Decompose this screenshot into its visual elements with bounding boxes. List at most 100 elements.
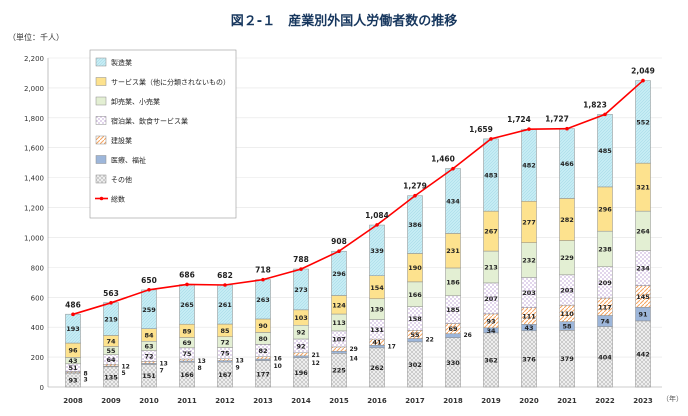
data-label: 131 — [370, 326, 384, 334]
x-tick-label: 2014 — [291, 397, 311, 405]
total-label: 650 — [141, 276, 157, 285]
data-label: 190 — [408, 264, 422, 272]
data-label: 85 — [220, 327, 230, 335]
data-label: 64 — [106, 356, 116, 364]
data-label: 442 — [636, 350, 650, 358]
data-label: 34 — [486, 327, 496, 335]
data-label: 58 — [562, 322, 572, 330]
data-label: 107 — [332, 335, 346, 343]
data-label: 93 — [486, 317, 495, 325]
bar-segment — [255, 356, 271, 360]
total-line — [72, 79, 644, 316]
bar-segment — [407, 338, 423, 343]
data-label: 151 — [142, 372, 156, 380]
total-label: 682 — [217, 271, 233, 280]
x-tick-label: 2013 — [253, 397, 273, 405]
data-label: 207 — [484, 295, 498, 303]
y-tick-label: 1,000 — [24, 234, 44, 242]
total-label: 2,049 — [631, 67, 655, 76]
data-label: 196 — [294, 369, 308, 377]
data-label: 74 — [600, 318, 610, 326]
total-label: 486 — [65, 300, 81, 309]
data-label: 273 — [294, 286, 308, 294]
data-label: 209 — [598, 279, 612, 287]
total-point — [337, 249, 341, 254]
legend-marker — [99, 196, 104, 201]
data-label: 93 — [68, 377, 77, 385]
data-label: 43 — [68, 357, 77, 365]
data-label: 82 — [258, 347, 267, 355]
data-label: 362 — [484, 356, 498, 364]
data-label: 111 — [522, 313, 536, 321]
data-label: 72 — [220, 339, 229, 347]
data-label: 213 — [484, 263, 498, 271]
total-point — [565, 126, 569, 131]
legend-label: 宿泊業、飲食サービス業 — [111, 117, 188, 126]
data-label: 92 — [296, 342, 305, 350]
bar-segment — [331, 346, 347, 352]
y-axis-unit: （単位：千人） — [8, 33, 64, 42]
data-label: 51 — [68, 364, 78, 372]
y-tick-label: 0 — [40, 384, 44, 392]
x-tick-label: 2011 — [177, 397, 197, 405]
legend-label: サービス業（他に分類されないもの） — [111, 78, 230, 87]
data-label: 13 — [160, 360, 168, 367]
total-point — [71, 312, 75, 317]
y-tick-label: 1,600 — [24, 145, 44, 153]
data-label: 229 — [560, 254, 574, 262]
data-label: 262 — [370, 364, 384, 372]
data-label: 139 — [370, 306, 384, 314]
y-tick-label: 200 — [31, 354, 44, 362]
data-label: 404 — [598, 353, 612, 361]
total-point — [261, 277, 265, 282]
data-label: 55 — [106, 347, 116, 355]
legend-label: 総数 — [111, 195, 125, 204]
data-label: 482 — [522, 162, 536, 170]
data-label: 7 — [160, 367, 164, 374]
data-label: 379 — [560, 355, 574, 363]
data-label: 265 — [180, 301, 194, 309]
bar-segment — [103, 364, 119, 367]
data-label: 302 — [408, 361, 422, 369]
data-label: 485 — [598, 147, 612, 155]
data-label: 167 — [218, 371, 232, 379]
total-point — [147, 287, 151, 292]
data-label: 203 — [522, 289, 536, 297]
y-tick-label: 1,200 — [24, 205, 44, 213]
data-label: 113 — [332, 319, 346, 327]
x-tick-label: 2015 — [329, 397, 349, 405]
x-tick-label: 2022 — [595, 397, 615, 405]
data-label: 466 — [560, 160, 574, 168]
total-label: 1,279 — [403, 182, 427, 191]
x-tick-label: 2023 — [633, 397, 653, 405]
data-label: 89 — [182, 327, 192, 335]
legend-swatch — [95, 116, 107, 125]
total-label: 908 — [331, 237, 347, 246]
y-tick-label: 800 — [31, 264, 44, 272]
total-point — [603, 112, 607, 117]
x-tick-label: 2010 — [139, 397, 159, 405]
data-label: 80 — [258, 335, 268, 343]
chart-title: 図２-１ 産業別外国人労働者数の推移 — [230, 14, 458, 29]
data-label: 339 — [370, 247, 384, 255]
data-label: 166 — [408, 291, 422, 299]
bar-segment — [217, 358, 233, 361]
y-tick-label: 1,400 — [24, 175, 44, 183]
data-label: 154 — [370, 284, 384, 292]
data-label: 110 — [560, 310, 574, 318]
data-label: 41 — [372, 339, 382, 347]
bar-segment — [445, 333, 461, 338]
data-label: 282 — [560, 216, 574, 224]
data-label: 5 — [122, 370, 126, 377]
data-label: 17 — [388, 343, 396, 350]
data-label: 124 — [332, 301, 346, 309]
legend-swatch — [95, 174, 107, 184]
total-point — [223, 283, 227, 287]
total-label: 1,659 — [469, 125, 493, 134]
data-label: 12 — [312, 360, 320, 367]
legend — [89, 49, 237, 219]
data-label: 330 — [446, 359, 460, 367]
total-point — [109, 301, 113, 305]
